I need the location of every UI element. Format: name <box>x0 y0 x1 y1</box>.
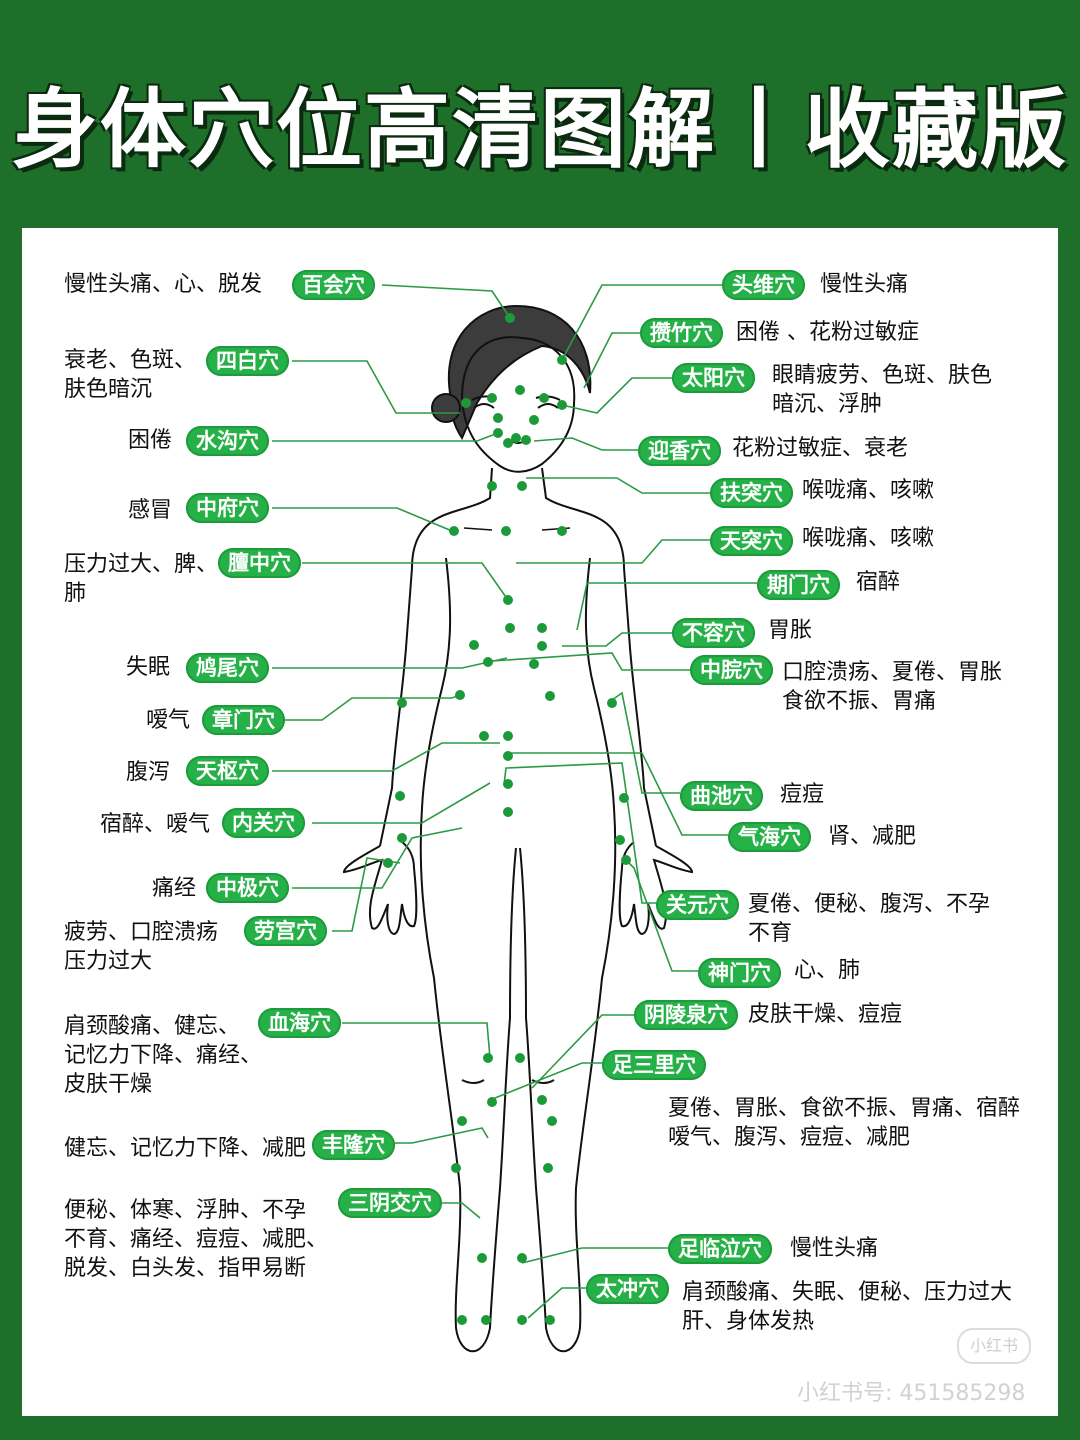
label-xuehai: 血海穴 <box>258 1008 341 1038</box>
body-outline <box>342 467 694 1353</box>
desc-tianshu: 腹泻 <box>126 760 171 785</box>
label-shuigou: 水沟穴 <box>186 426 269 456</box>
label-jiuwei: 鸠尾穴 <box>186 653 269 683</box>
label-futu: 扶突穴 <box>710 478 793 508</box>
desc-tiantu: 喉咙痛、咳嗽 <box>802 526 935 551</box>
label-zulinqi: 足临泣穴 <box>668 1234 772 1264</box>
hair <box>447 304 592 441</box>
label-taichong: 太冲穴 <box>586 1274 669 1304</box>
label-zhongwan: 中脘穴 <box>690 655 773 685</box>
desc-zusanli: 夏倦、胃胀、食欲不振、胃痛、宿醉 嗳气、腹泻、痘痘、减肥 <box>668 1096 1021 1150</box>
desc-xuehai: 肩颈酸痛、健忘、 记忆力下降、痛经、 皮肤干燥 <box>64 1014 263 1097</box>
label-zusanli: 足三里穴 <box>602 1050 706 1080</box>
label-qimen: 期门穴 <box>757 570 840 600</box>
desc-zhongwan: 口腔溃疡、夏倦、胃胀 食欲不振、胃痛 <box>782 660 1003 714</box>
desc-yingxiang: 花粉过敏症、衰老 <box>732 436 909 461</box>
desc-baihui: 慢性头痛、心、脱发 <box>64 272 263 297</box>
label-touwei: 头维穴 <box>722 270 805 300</box>
label-burong: 不容穴 <box>672 618 755 648</box>
leader-lines <box>272 284 757 1319</box>
desc-burong: 胃胀 <box>768 618 813 643</box>
label-zhangmen: 章门穴 <box>202 705 285 735</box>
label-zhongji: 中极穴 <box>206 873 289 903</box>
desc-qimen: 宿醉 <box>856 570 901 595</box>
label-laogong: 劳宫穴 <box>244 916 327 946</box>
label-quchi: 曲池穴 <box>680 781 763 811</box>
desc-sanyinjiao: 便秘、体寒、浮肿、不孕 不育、痛经、痘痘、减肥、 脱发、白头发、指甲易断 <box>64 1198 329 1281</box>
desc-qihai: 肾、减肥 <box>828 824 917 849</box>
hair-bun <box>431 393 461 423</box>
face <box>460 336 576 473</box>
label-sibai: 四白穴 <box>206 346 289 376</box>
desc-shenmen: 心、肺 <box>794 958 861 983</box>
label-yinlingquan: 阴陵泉穴 <box>634 1000 738 1030</box>
desc-fenglong: 健忘、记忆力下降、减肥 <box>64 1136 307 1161</box>
label-taiyang: 太阳穴 <box>672 363 755 393</box>
label-shenmen: 神门穴 <box>698 958 781 988</box>
desc-danzhong: 压力过大、脾、 肺 <box>64 552 219 606</box>
desc-cuanzhu: 困倦 、花粉过敏症 <box>736 320 919 345</box>
label-cuanzhu: 攒竹穴 <box>640 318 723 348</box>
label-baihui: 百会穴 <box>292 270 375 300</box>
acupoint-dots <box>383 313 631 1325</box>
desc-futu: 喉咙痛、咳嗽 <box>802 478 935 503</box>
desc-touwei: 慢性头痛 <box>820 272 909 297</box>
page-title: 身体穴位高清图解丨收藏版 <box>12 80 1068 180</box>
desc-neiguan: 宿醉、嗳气 <box>100 812 211 837</box>
watermark: 小红书号: 451585298 <box>797 1381 1026 1406</box>
desc-sibai: 衰老、色斑、 肤色暗沉 <box>64 348 197 402</box>
label-tiantu: 天突穴 <box>710 526 793 556</box>
desc-zulinqi: 慢性头痛 <box>790 1236 879 1261</box>
brand-logo: 小红书 <box>957 1328 1031 1364</box>
label-tianshu: 天枢穴 <box>186 756 269 786</box>
desc-zhangmen: 嗳气 <box>146 708 191 733</box>
label-neiguan: 内关穴 <box>222 808 305 838</box>
desc-taichong: 肩颈酸痛、失眠、便秘、压力过大 肝、身体发热 <box>682 1280 1013 1334</box>
label-fenglong: 丰隆穴 <box>312 1130 395 1160</box>
body-diagram <box>272 284 757 1353</box>
desc-quchi: 痘痘 <box>780 782 825 807</box>
label-guanyuan: 关元穴 <box>656 890 739 920</box>
label-sanyinjiao: 三阴交穴 <box>338 1188 442 1218</box>
desc-zhongji: 痛经 <box>152 876 197 901</box>
label-yingxiang: 迎香穴 <box>638 436 721 466</box>
desc-guanyuan: 夏倦、便秘、腹泻、不孕 不育 <box>748 892 991 946</box>
desc-taiyang: 眼睛疲劳、色斑、肤色 暗沉、浮肿 <box>772 363 993 417</box>
label-danzhong: 膻中穴 <box>218 548 301 578</box>
desc-laogong: 疲劳、口腔溃疡 压力过大 <box>64 920 219 974</box>
diagram-panel: 慢性头痛、心、脱发 百会穴 衰老、色斑、 肤色暗沉 四白穴 困倦 水沟穴 感冒 … <box>22 228 1058 1416</box>
desc-jiuwei: 失眠 <box>126 655 171 680</box>
desc-zhongfu: 感冒 <box>128 498 173 523</box>
label-zhongfu: 中府穴 <box>186 493 269 523</box>
label-qihai: 气海穴 <box>728 822 811 852</box>
desc-yinlingquan: 皮肤干燥、痘痘 <box>748 1002 903 1027</box>
desc-shuigou: 困倦 <box>128 428 173 453</box>
